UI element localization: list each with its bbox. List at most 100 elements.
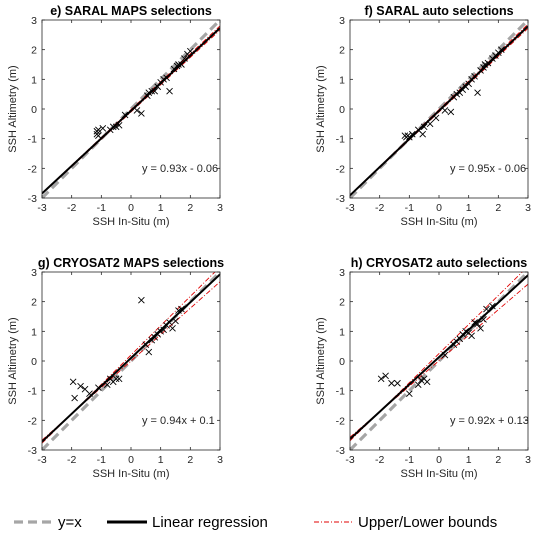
data-point	[99, 124, 107, 132]
x-tick-label: -2	[375, 202, 384, 214]
data-point	[151, 87, 159, 95]
data-point	[468, 332, 475, 340]
data-point	[419, 130, 427, 138]
data-point	[69, 378, 77, 386]
y-tick-label: -3	[28, 193, 37, 205]
data-point	[142, 341, 150, 349]
data-point	[160, 326, 167, 334]
data-point	[178, 305, 185, 313]
x-tick-label: -3	[37, 454, 46, 466]
y-tick-label: 3	[339, 15, 345, 27]
x-tick-label: -1	[97, 454, 106, 466]
data-point	[426, 120, 434, 128]
x-tick-label: 3	[525, 202, 531, 214]
data-point	[178, 61, 185, 68]
data-point	[388, 379, 395, 387]
data-point	[414, 381, 422, 389]
data-point	[456, 335, 464, 343]
legend-bounds-label: Upper/Lower bounds	[358, 514, 497, 531]
x-tick-label: 3	[525, 454, 531, 466]
data-point	[483, 305, 490, 313]
y-axis-label: SSH Altimetry (m)	[7, 65, 19, 152]
x-tick-label: 1	[158, 202, 164, 214]
y-tick-label: -2	[336, 163, 345, 175]
plot-content	[42, 272, 220, 450]
data-point	[166, 319, 173, 326]
data-point	[447, 108, 455, 116]
data-point	[441, 351, 449, 359]
y-tick-label: -2	[28, 163, 37, 175]
data-point	[112, 375, 120, 383]
data-point	[187, 47, 194, 55]
x-tick-label: 2	[495, 202, 501, 214]
plot-content	[42, 20, 220, 198]
y-tick-label: 2	[339, 297, 345, 309]
x-tick-label: 0	[128, 202, 134, 214]
regression-line	[42, 273, 220, 443]
x-tick-label: -3	[345, 202, 354, 214]
x-tick-label: 0	[436, 454, 442, 466]
data-point	[480, 316, 487, 323]
x-axis-label: SSH In-Situ (m)	[92, 216, 169, 228]
data-point	[115, 121, 123, 129]
y-tick-label: 3	[31, 15, 37, 27]
data-point	[163, 74, 170, 82]
y-tick-label: 1	[31, 326, 37, 338]
x-tick-label: -2	[67, 202, 76, 214]
legend-identity-label: y=x	[58, 514, 82, 531]
data-point	[95, 126, 102, 134]
regression-line	[42, 27, 220, 195]
x-axis-label: SSH In-Situ (m)	[400, 468, 477, 480]
data-point	[93, 130, 101, 138]
regression-line	[350, 25, 528, 197]
y-tick-label: 2	[31, 45, 37, 57]
x-tick-label: 1	[466, 202, 472, 214]
data-point	[382, 372, 389, 380]
y-tick-label: -3	[336, 445, 345, 457]
regression-equation: y = 0.93x - 0.06	[142, 163, 218, 175]
x-tick-label: -2	[67, 454, 76, 466]
x-axis-label: SSH In-Situ (m)	[92, 468, 169, 480]
data-point	[175, 61, 182, 68]
chart-panel-4: -3 -2 -1 0 1 2 3 -3 -2 -1 0 1 2 3 h) CRYOSAT2 auto sel…	[315, 256, 531, 480]
y-tick-label: -2	[28, 415, 37, 427]
data-point	[441, 107, 449, 114]
chart-panel-1: -3 -2 -1 0 1 2 3 -3 -2 -1 0 1 2 3 e) SARAL MAPS select…	[7, 4, 223, 228]
data-point	[489, 302, 496, 310]
data-point	[103, 381, 111, 389]
y-tick-label: 1	[31, 74, 37, 86]
data-point	[138, 296, 145, 304]
data-point	[377, 375, 385, 383]
data-point	[432, 114, 440, 122]
data-point	[166, 87, 173, 95]
data-point	[497, 46, 505, 53]
data-point	[109, 123, 117, 131]
x-tick-label: 1	[466, 454, 472, 466]
data-point	[474, 89, 481, 97]
data-point	[145, 348, 153, 356]
data-point	[169, 325, 176, 332]
data-point	[172, 317, 179, 325]
chart-title: e) SARAL MAPS selections	[50, 4, 212, 18]
y-tick-label: 2	[31, 297, 37, 309]
regression-equation: y = 0.94x + 0.1	[142, 415, 215, 427]
data-point	[138, 110, 145, 117]
legend: y=x Linear regression Upper/Lower bounds	[14, 514, 497, 531]
x-tick-label: 0	[128, 454, 134, 466]
regression-line	[350, 274, 528, 440]
data-point	[474, 320, 481, 328]
x-tick-label: 3	[217, 454, 223, 466]
chart-title: g) CRYOSAT2 MAPS selections	[38, 256, 224, 270]
data-point	[71, 394, 78, 402]
y-tick-label: 0	[339, 104, 345, 116]
data-point	[115, 375, 123, 383]
y-tick-label: -1	[28, 386, 37, 398]
x-tick-label: -2	[375, 454, 384, 466]
data-point	[394, 379, 401, 387]
data-point	[408, 130, 416, 138]
chart-panel-2: -3 -2 -1 0 1 2 3 -3 -2 -1 0 1 2 3 f) SARAL auto select…	[315, 4, 531, 228]
y-tick-label: 0	[31, 356, 37, 368]
data-point	[181, 55, 188, 62]
